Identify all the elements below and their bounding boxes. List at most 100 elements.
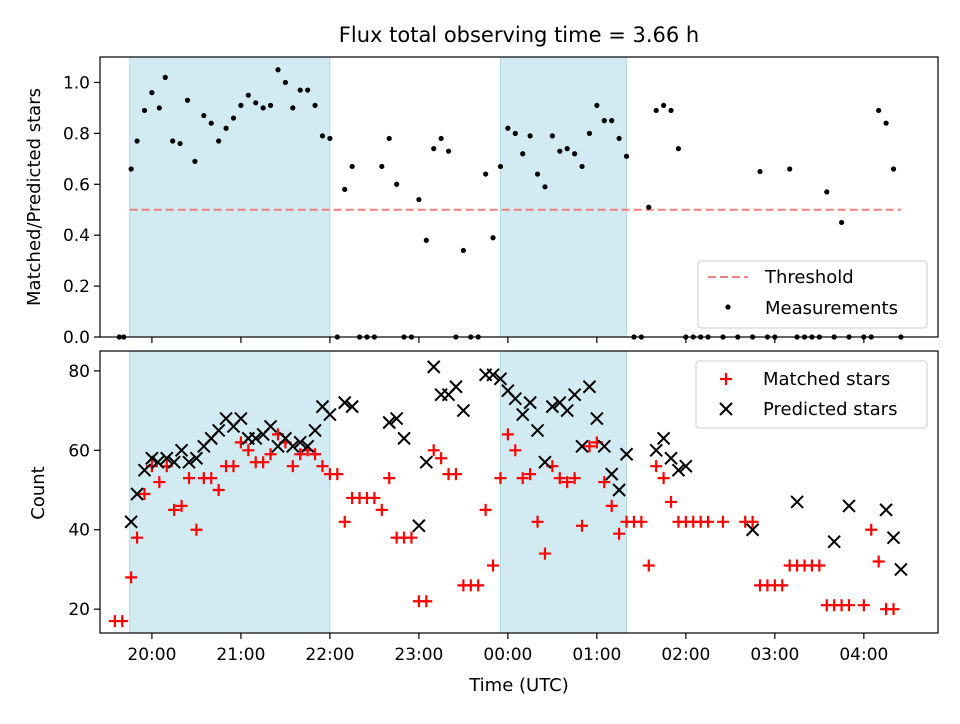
top-panel-frame: [99, 56, 939, 338]
matched-star-point: [405, 531, 418, 544]
predicted-star-point: [323, 407, 337, 422]
measurement-point: [192, 158, 198, 164]
measurement-point: [505, 125, 511, 131]
measurement-point: [787, 166, 793, 172]
measurement-point: [342, 186, 348, 192]
matched-star-point: [257, 456, 270, 469]
matched-star-point: [665, 495, 678, 508]
x-tick-label: 20:00: [127, 645, 176, 665]
predicted-star-point: [493, 372, 508, 386]
matched-star-point: [887, 603, 900, 616]
matched-star-point: [420, 595, 433, 608]
measurement-point: [601, 118, 607, 124]
bottom-y-axis-label: Count: [28, 466, 49, 519]
top-y-tick-label: 0.2: [63, 277, 90, 297]
matched-star-point: [212, 484, 225, 497]
matched-star-point: [383, 472, 396, 485]
measurement-point: [327, 135, 333, 142]
matched-star-point: [583, 440, 596, 453]
legend-measurements-swatch: [725, 304, 731, 310]
matched-star-point: [776, 579, 789, 592]
matched-star-point: [509, 444, 522, 457]
matched-star-point: [657, 472, 670, 485]
predicted-star-point: [567, 387, 582, 402]
bottom-shaded-interval: [129, 350, 331, 634]
predicted-star-point: [545, 399, 560, 414]
predicted-star-point: [538, 455, 552, 469]
measurement-point: [520, 151, 526, 157]
predicted-star-point: [345, 399, 359, 414]
predicted-star-point: [612, 483, 626, 497]
matched-star-point: [472, 579, 485, 592]
top-shaded-interval: [129, 56, 331, 338]
measurement-point: [134, 138, 140, 144]
matched-star-point: [598, 476, 611, 489]
measurement-point: [319, 133, 326, 139]
legend-predicted-label: Predicted stars: [763, 399, 897, 420]
predicted-star-point: [419, 455, 434, 469]
measurement-point: [890, 166, 897, 172]
x-tick-label: 03:00: [750, 645, 799, 665]
predicted-star-point: [619, 447, 634, 461]
predicted-star-point: [389, 411, 404, 426]
measurement-point: [460, 247, 466, 254]
measurement-point: [423, 237, 429, 243]
matched-star-point: [561, 476, 574, 489]
matched-star-point: [316, 460, 329, 473]
measurement-point: [616, 135, 622, 142]
predicted-star-point: [664, 451, 678, 465]
predicted-star-point: [879, 503, 893, 517]
matched-star-point: [716, 515, 729, 528]
measurement-point: [497, 163, 504, 170]
top-legend: Threshold Measurements: [697, 260, 928, 329]
predicted-star-point: [894, 562, 908, 577]
predicted-star-point: [189, 451, 204, 465]
matched-star-point: [553, 472, 566, 485]
bottom-y-tick-label: 80: [68, 362, 90, 382]
legend-matched-label: Matched stars: [763, 369, 890, 390]
matched-star-point: [642, 559, 655, 572]
measurement-point: [184, 97, 191, 103]
matched-star-point: [205, 472, 218, 485]
measurement-point: [290, 105, 296, 111]
x-tick-label: 01:00: [572, 645, 621, 665]
matched-star-point: [487, 559, 500, 572]
measurement-point: [245, 92, 251, 98]
predicted-star-point: [286, 439, 300, 454]
matched-star-point: [427, 444, 440, 457]
legend-threshold-label: Threshold: [764, 267, 854, 288]
measurement-point: [128, 166, 134, 172]
matched-star-point: [125, 571, 138, 584]
matched-star-point: [494, 472, 507, 485]
predicted-star-point: [263, 419, 278, 434]
x-tick-label: 22:00: [305, 645, 354, 665]
matched-star-point: [138, 487, 151, 500]
measurement-point: [297, 87, 303, 93]
measurement-point: [312, 102, 318, 108]
matched-star-point: [524, 468, 537, 481]
predicted-star-point: [671, 463, 686, 477]
predicted-star-point: [842, 499, 856, 513]
predicted-star-point: [560, 403, 574, 418]
matched-star-point: [435, 452, 448, 465]
measurement-point: [512, 130, 518, 136]
predicted-star-point: [530, 423, 545, 438]
matched-star-point: [538, 547, 551, 560]
measurement-point: [527, 133, 533, 139]
matched-star-point: [242, 444, 255, 457]
matched-star-point: [331, 468, 344, 481]
top-shaded-interval: [499, 56, 628, 338]
measurement-point: [431, 146, 437, 152]
matched-star-point: [872, 555, 885, 568]
matched-star-point: [516, 472, 529, 485]
matched-star-point: [605, 499, 618, 512]
matched-star-point: [857, 599, 870, 612]
predicted-star-point: [293, 435, 307, 450]
predicted-star-point: [516, 407, 530, 422]
predicted-star-point: [486, 368, 500, 382]
matched-star-point: [309, 448, 322, 461]
measurement-point: [260, 105, 266, 111]
predicted-star-point: [145, 451, 159, 465]
top-panel: 0.0 0.2 0.4 0.6 0.8 1.0 Matched/Predicted sta…: [24, 56, 939, 348]
